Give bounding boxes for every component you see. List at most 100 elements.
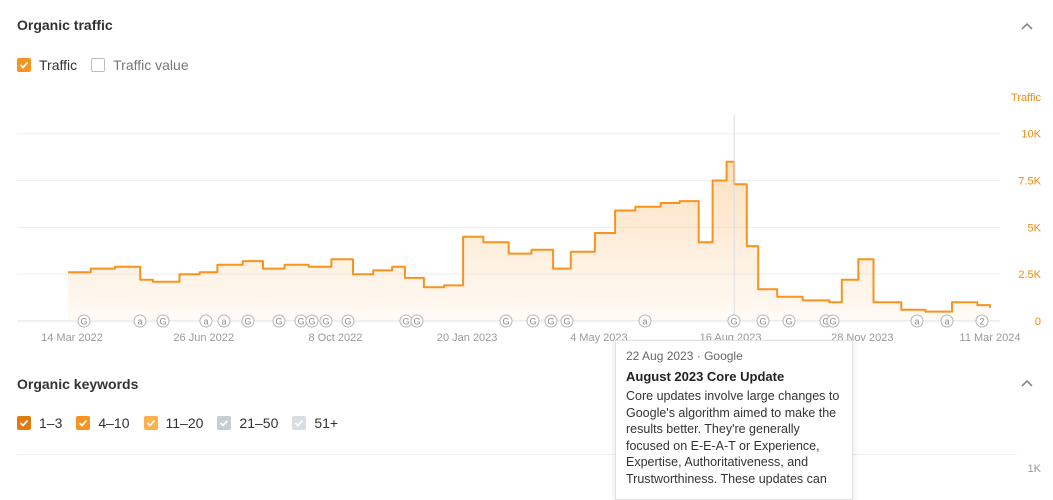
check-icon [295,419,304,427]
update-marker[interactable]: G [410,314,424,328]
traffic-value-checkbox[interactable]: Traffic value [91,57,189,73]
marker-label: G [159,317,166,327]
x-tick-label: 26 Jun 2022 [173,332,234,344]
check-icon [79,419,88,427]
marker-circle [727,314,741,328]
check-icon [19,419,29,427]
update-marker[interactable]: G [526,314,540,328]
update-marker[interactable]: G [756,314,770,328]
position-21-50-box[interactable] [217,416,232,430]
marker-circle [410,314,424,328]
position-11-20-label: 11–20 [165,415,204,431]
x-tick-label: 11 Mar 2024 [960,332,1021,344]
organic-keywords-title: Organic keywords [17,376,139,392]
tooltip-title: August 2023 Core Update [626,369,785,384]
marker-label: G [759,317,766,327]
marker-circle [826,314,840,328]
marker-circle [272,314,286,328]
x-tick-label: 14 Mar 2022 [41,332,103,344]
position-21-50-label: 21–50 [239,415,279,431]
update-marker[interactable]: 2 [975,314,989,328]
position-21-50-checkbox[interactable]: 21–50 [217,415,278,431]
tooltip-body: Core updates involve large changes to Go… [626,389,840,486]
traffic-checkbox-box[interactable] [17,58,31,72]
update-marker[interactable]: G [560,314,574,328]
marker-label: G [308,317,315,327]
position-51-plus-label: 51+ [314,415,339,431]
x-tick-label: 4 May 2023 [570,332,627,344]
position-51-plus-box[interactable] [292,416,307,430]
y-tick-label: 0 [1035,316,1041,328]
marker-label: G [275,317,282,327]
update-marker[interactable]: G [341,314,355,328]
marker-label: G [297,317,304,327]
marker-circle [544,314,558,328]
update-marker[interactable]: G [156,314,170,328]
update-marker[interactable]: a [910,314,924,328]
traffic-value-checkbox-label: Traffic value [113,57,189,73]
traffic-checkbox-label: Traffic [39,57,78,73]
marker-label: G [502,317,509,327]
position-11-20-box[interactable] [143,416,158,430]
position-11-20-checkbox[interactable]: 11–20 [143,415,204,431]
keywords-gridline [17,454,1017,455]
marker-label: G [785,317,792,327]
update-marker[interactable]: G [399,314,413,328]
marker-label: a [944,317,949,327]
marker-label: G [344,317,351,327]
position-1-3-checkbox[interactable]: 1–3 [17,415,62,431]
marker-circle [156,314,170,328]
position-4-10-label: 4–10 [98,415,130,431]
update-marker[interactable]: a [217,314,231,328]
x-tick-label: 20 Jan 2023 [437,332,498,344]
position-4-10-box[interactable] [76,416,91,430]
marker-label: G [402,317,409,327]
update-marker[interactable]: a [638,314,652,328]
marker-label: G [80,317,87,327]
marker-label: G [547,317,554,327]
update-marker[interactable]: G [499,314,513,328]
marker-circle [133,314,147,328]
traffic-checkbox[interactable]: Traffic [17,57,77,73]
update-marker[interactable]: G [272,314,286,328]
update-marker[interactable]: G [294,314,308,328]
update-marker[interactable]: G [727,314,741,328]
position-51-plus-checkbox[interactable]: 51+ [292,415,338,431]
check-icon [220,419,229,427]
y-tick-label: 10K [1021,129,1041,141]
position-1-3-box[interactable] [17,416,31,430]
collapse-keywords-chevron-up-icon[interactable] [1019,375,1035,391]
marker-circle [940,314,954,328]
update-marker[interactable]: a [940,314,954,328]
position-4-10-checkbox[interactable]: 4–10 [76,415,130,431]
marker-label: G [244,317,251,327]
marker-circle [341,314,355,328]
update-marker[interactable]: a [199,314,213,328]
organic-keywords-panel: Organic keywords 1–3 4–10 11–20 21–50 51… [0,357,1053,483]
update-marker[interactable]: G [77,314,91,328]
organic-traffic-panel: Organic traffic Traffic Traffic value Tr… [0,17,1053,358]
y-axis-title: Traffic [1011,92,1041,104]
marker-circle [910,314,924,328]
update-marker[interactable]: G [319,314,333,328]
marker-label: G [829,317,836,327]
traffic-value-checkbox-box[interactable] [91,58,106,72]
update-marker[interactable]: G [826,314,840,328]
marker-circle [199,314,213,328]
marker-label: G [529,317,536,327]
update-marker[interactable]: a [133,314,147,328]
update-marker[interactable]: G [544,314,558,328]
check-icon [19,61,29,69]
update-marker[interactable]: G [305,314,319,328]
marker-circle [638,314,652,328]
collapse-traffic-chevron-up-icon[interactable] [1019,18,1035,34]
marker-circle [319,314,333,328]
update-marker[interactable]: G [241,314,255,328]
marker-circle [217,314,231,328]
update-marker[interactable]: G [782,314,796,328]
check-icon [146,419,155,427]
marker-circle [560,314,574,328]
x-tick-label: 8 Oct 2022 [309,332,363,344]
marker-circle [77,314,91,328]
